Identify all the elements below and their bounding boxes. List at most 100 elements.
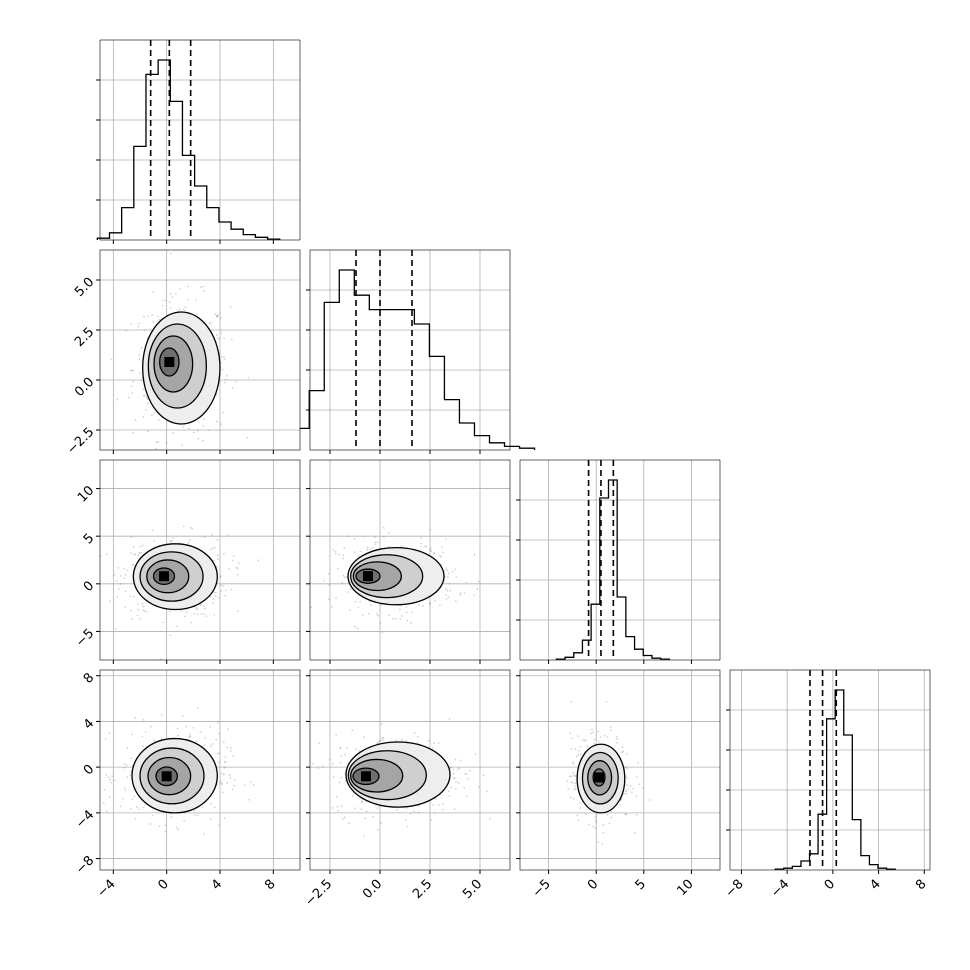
scatter-point [608, 822, 611, 825]
scatter-point [339, 761, 342, 764]
scatter-point [592, 731, 594, 734]
scatter-point [610, 816, 613, 819]
contour-line [132, 543, 218, 611]
scatter-point [129, 595, 132, 598]
scatter-point [345, 576, 348, 578]
scatter-point [146, 402, 149, 405]
scatter-point [406, 619, 409, 622]
scatter-point [214, 595, 217, 598]
scatter-point [231, 559, 234, 562]
scatter-point [366, 546, 369, 549]
density-peak [363, 571, 373, 582]
contour-line [159, 347, 180, 377]
scatter-point [202, 285, 204, 288]
scatter-point [459, 592, 462, 595]
scatter-point [429, 549, 432, 552]
scatter-point [169, 292, 172, 295]
scatter-point [448, 583, 451, 585]
scatter-point [380, 723, 383, 725]
scatter-point [339, 747, 342, 750]
scatter-point [413, 811, 416, 813]
scatter-point [211, 547, 214, 550]
scatter-point [323, 579, 326, 582]
scatter-point [410, 622, 413, 624]
scatter-point [477, 580, 480, 583]
scatter-point [566, 780, 569, 782]
scatter-point [184, 306, 187, 309]
scatter-point [575, 755, 578, 758]
scatter-point [197, 437, 200, 440]
x-tick-label: 2.5 [410, 877, 435, 902]
scatter-point [361, 614, 364, 616]
scatter-point [352, 795, 354, 798]
scatter-point [220, 584, 223, 587]
scatter-point [116, 398, 119, 401]
panel-background [730, 670, 930, 870]
scatter-point [142, 605, 145, 608]
scatter-point [117, 588, 120, 590]
scatter-point [473, 553, 476, 556]
scatter-point [587, 823, 590, 826]
scatter-point [123, 787, 126, 789]
scatter-point [175, 826, 178, 829]
contour-line [152, 567, 176, 586]
scatter-point [202, 425, 205, 428]
scatter-point [649, 799, 652, 801]
scatter-point [380, 822, 383, 824]
scatter-point [143, 394, 146, 397]
scatter-point [138, 354, 141, 356]
scatter-point [223, 355, 225, 358]
scatter-point [229, 747, 232, 749]
scatter-point [625, 790, 628, 793]
scatter-point [105, 773, 107, 776]
scatter-point [381, 631, 384, 634]
panel-frame [729, 669, 931, 871]
scatter-point [132, 369, 135, 372]
scatter-point [208, 429, 210, 432]
scatter-point [465, 795, 468, 798]
scatter-point [596, 812, 598, 815]
scatter-point [199, 731, 202, 733]
scatter-point [446, 589, 449, 592]
scatter-point [374, 536, 376, 538]
scatter-point [416, 735, 419, 738]
scatter-point [145, 396, 148, 399]
scatter-point [452, 772, 455, 775]
scatter-point [621, 797, 623, 800]
scatter-point [570, 737, 573, 740]
scatter-point [190, 621, 193, 624]
scatter-point [133, 596, 135, 598]
scatter-point [409, 812, 412, 815]
scatter-point [445, 567, 447, 570]
scatter-point [576, 814, 579, 817]
scatter-point [458, 767, 461, 770]
scatter-point [338, 553, 341, 556]
scatter-point [138, 808, 141, 811]
scatter-point [353, 538, 356, 540]
scatter-point [230, 749, 232, 752]
scatter-point [130, 618, 133, 621]
contour-line [350, 758, 404, 793]
scatter-point [580, 753, 582, 756]
scatter-point [448, 718, 451, 720]
scatter-point [220, 780, 223, 783]
scatter-point [168, 300, 171, 303]
scatter-point [335, 597, 337, 599]
scatter-point [459, 759, 462, 762]
scatter-point [577, 735, 580, 738]
scatter-point [109, 600, 112, 602]
scatter-point [176, 625, 178, 628]
scatter-point [226, 746, 229, 749]
scatter-point [203, 607, 206, 610]
scatter-point [183, 308, 185, 311]
scatter-point [247, 376, 250, 379]
scatter-point [465, 581, 468, 584]
scatter-point [418, 805, 420, 807]
scatter-point [209, 725, 211, 728]
scatter-point [217, 752, 219, 755]
scatter-point [249, 781, 252, 783]
scatter-point [217, 558, 219, 561]
scatter-point [439, 604, 441, 607]
scatter-point [455, 781, 457, 783]
